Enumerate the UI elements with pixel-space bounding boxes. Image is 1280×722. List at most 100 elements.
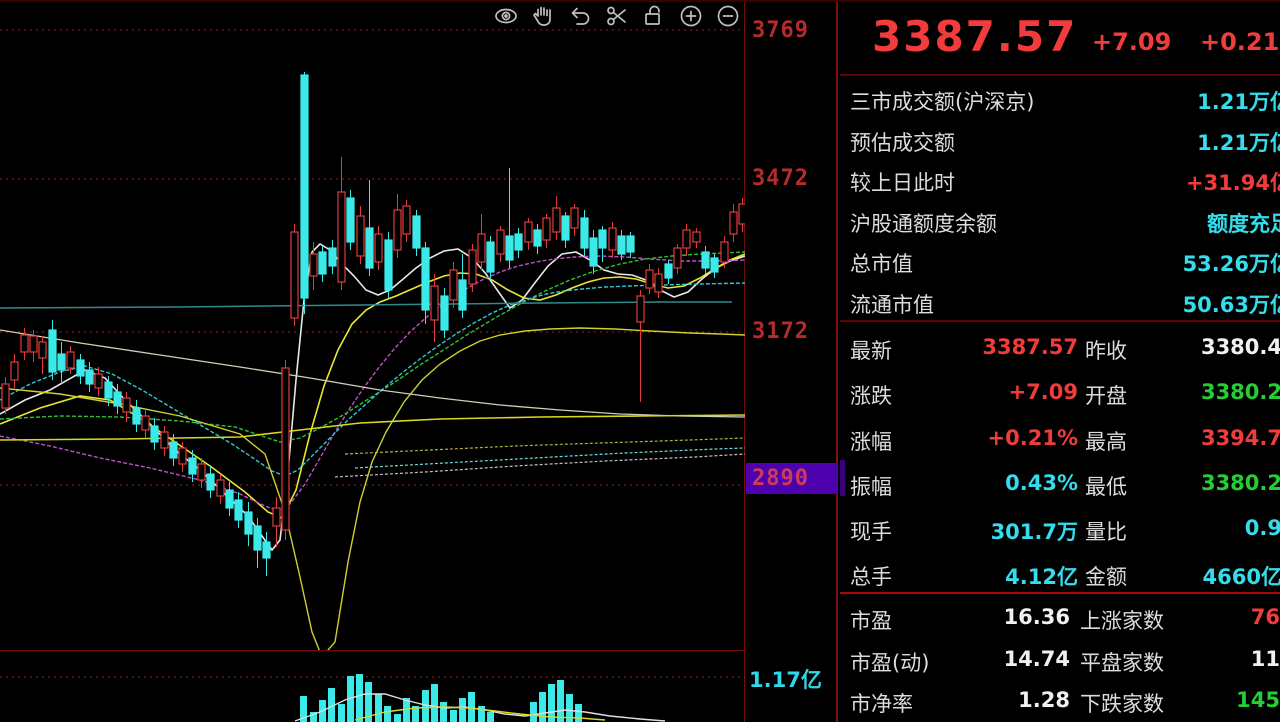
info-value: 50.63万亿	[1182, 292, 1280, 317]
detail-value: 3380.2	[1200, 380, 1280, 405]
candle	[290, 231, 299, 319]
price-axis: 3769 3472 3172 2890 1.17亿	[746, 2, 838, 722]
candle	[552, 207, 561, 233]
candle	[225, 489, 234, 509]
candle	[458, 279, 467, 311]
candle	[132, 407, 141, 425]
info-label: 三市成交额(沪深京)	[850, 90, 1035, 114]
detail-row: 总手 4.12亿 金额 4660亿	[840, 550, 1280, 595]
zoom-in-icon[interactable]	[678, 3, 704, 29]
detail-value: 301.7万	[990, 520, 1078, 545]
axis-label-3172: 3172	[752, 319, 809, 344]
info-value: +31.94亿	[1185, 171, 1280, 196]
eye-icon[interactable]	[493, 3, 519, 29]
candle	[477, 233, 486, 263]
scissors-icon[interactable]	[604, 3, 630, 29]
detail-value: 4660亿	[1202, 565, 1280, 590]
candle	[673, 247, 682, 269]
marker-nub	[840, 460, 845, 496]
candle	[85, 369, 94, 385]
hand-icon[interactable]	[530, 3, 556, 29]
candle	[505, 235, 514, 261]
detail-row: 现手 301.7万 量比 0.9	[840, 505, 1280, 550]
info-value: 53.26万亿	[1182, 252, 1280, 277]
undo-icon[interactable]	[567, 3, 593, 29]
candle	[440, 295, 449, 331]
volume-bar	[365, 682, 372, 722]
candle	[188, 457, 197, 475]
candle	[169, 441, 178, 459]
detail-label: 涨幅	[850, 429, 892, 454]
candle	[150, 425, 159, 443]
candle	[94, 373, 103, 389]
candle	[160, 431, 169, 449]
candle	[29, 335, 38, 353]
info-row: 流通市值 50.63万亿	[840, 281, 1280, 322]
candle	[374, 233, 383, 263]
detail-label: 量比	[1085, 520, 1127, 545]
candle	[729, 211, 738, 235]
candle	[738, 203, 745, 225]
candle	[589, 237, 598, 267]
volume-bar	[575, 704, 582, 722]
volume-chart[interactable]	[0, 650, 745, 722]
market-info-rows: 三市成交额(沪深京)1.21万亿预估成交额1.21万亿较上日此时+31.94亿沪…	[840, 78, 1280, 322]
candle	[412, 215, 421, 249]
candle	[272, 507, 281, 527]
candle	[514, 233, 523, 251]
info-row: 预估成交额 1.21万亿	[840, 119, 1280, 160]
quote-panel: 3387.57 +7.09 +0.21% 三市成交额(沪深京)1.21万亿预估成…	[840, 2, 1280, 722]
stat-label: 平盘家数	[1080, 650, 1164, 675]
ma-yellow-flat	[0, 414, 745, 441]
candle	[113, 391, 122, 407]
price-change-percent: +0.21%	[1200, 28, 1280, 56]
detail-value: 0.43%	[1005, 470, 1078, 495]
stat-value: 16.36	[1003, 605, 1070, 629]
candle	[598, 229, 607, 249]
detail-label: 金额	[1085, 565, 1127, 590]
candle	[710, 257, 719, 273]
volume-bar	[338, 704, 345, 722]
detail-value: 4.12亿	[1005, 565, 1078, 590]
info-label: 总市值	[850, 252, 913, 277]
volume-bar	[310, 712, 317, 722]
candle	[636, 295, 645, 323]
volume-bar	[328, 688, 335, 722]
candle	[384, 239, 393, 291]
candle	[281, 367, 290, 531]
lock-open-icon[interactable]	[641, 3, 667, 29]
candle	[262, 541, 271, 559]
volume-bar	[566, 694, 573, 722]
candle	[496, 229, 505, 255]
candle	[580, 217, 589, 249]
zoom-out-icon[interactable]	[715, 3, 741, 29]
volume-bar	[487, 712, 494, 722]
volume-bar	[384, 706, 391, 722]
market-stat-rows: 市盈 16.36 上涨家数 76 市盈(动) 14.74 平盘家数 11 市净率 1.28 下跌家数…	[840, 596, 1280, 722]
chart-toolbar	[493, 3, 741, 29]
volume-bar	[403, 698, 410, 722]
detail-label: 涨跌	[850, 384, 892, 409]
chart-area[interactable]	[0, 2, 745, 722]
candle	[57, 353, 66, 371]
candle	[430, 285, 439, 321]
info-row: 沪股通额度余额 额度充足	[840, 200, 1280, 241]
candlestick-chart[interactable]	[0, 2, 745, 650]
candle	[38, 341, 47, 359]
info-value: 1.21万亿	[1197, 90, 1280, 114]
volume-bar	[431, 684, 438, 722]
candle	[486, 241, 495, 273]
volume-bar	[539, 692, 546, 722]
detail-label: 昨收	[1085, 339, 1127, 363]
candle	[468, 249, 477, 285]
info-row: 总市值 53.26万亿	[840, 240, 1280, 281]
stat-label: 下跌家数	[1080, 692, 1164, 716]
axis-label-3472: 3472	[752, 166, 809, 191]
volume-bar	[478, 706, 485, 722]
detail-value: 3394.7	[1200, 425, 1280, 450]
info-value: 1.21万亿	[1197, 130, 1280, 155]
candle	[570, 207, 579, 229]
candle	[20, 334, 29, 353]
vol-ma-yellow	[354, 706, 606, 721]
volume-bar	[422, 690, 429, 722]
